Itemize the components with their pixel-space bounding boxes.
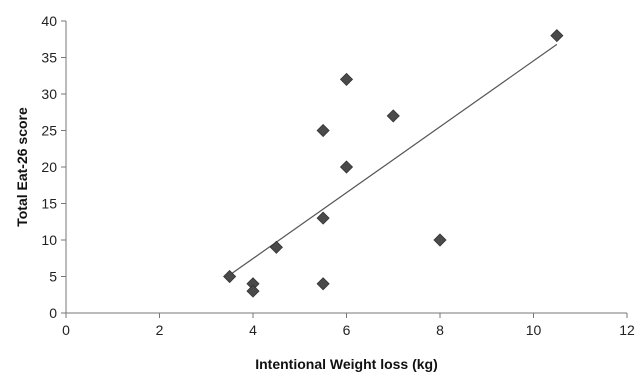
- y-tick-label: 0: [49, 305, 57, 321]
- data-point: [269, 240, 283, 254]
- x-tick-label: 4: [249, 322, 257, 338]
- y-tick-label: 10: [41, 232, 57, 248]
- y-tick-label: 5: [49, 269, 57, 285]
- data-point: [433, 233, 447, 247]
- x-tick-label: 12: [619, 322, 635, 338]
- y-tick-label: 30: [41, 86, 57, 102]
- data-point: [246, 284, 260, 298]
- trendline: [229, 43, 558, 276]
- data-point: [550, 29, 564, 43]
- data-point: [386, 109, 400, 123]
- y-tick-label: 25: [41, 123, 57, 139]
- trendline-layer: [229, 43, 558, 276]
- y-axis-title: Total Eat-26 score: [14, 107, 30, 227]
- data-point: [339, 72, 354, 86]
- y-tick-label: 40: [41, 13, 57, 29]
- y-axis-ticks: 0 5 10 15 20 25 30 35 40: [41, 13, 66, 321]
- x-tick-label: 6: [343, 322, 351, 338]
- x-tick-label: 8: [436, 322, 444, 338]
- x-tick-label: 2: [156, 322, 164, 338]
- y-tick-label: 20: [41, 159, 57, 175]
- data-point: [316, 277, 330, 291]
- x-tick-label: 0: [62, 322, 70, 338]
- x-axis-ticks: 0 2 4 6 8 10 12: [62, 313, 635, 338]
- data-point: [339, 160, 354, 174]
- x-tick-label: 10: [526, 322, 542, 338]
- data-point: [316, 123, 330, 138]
- y-tick-label: 15: [41, 196, 57, 212]
- y-tick-label: 35: [41, 50, 57, 66]
- data-point: [223, 269, 237, 284]
- x-axis-title: Intentional Weight loss (kg): [255, 356, 438, 372]
- data-points: [223, 29, 564, 298]
- data-point: [316, 211, 330, 225]
